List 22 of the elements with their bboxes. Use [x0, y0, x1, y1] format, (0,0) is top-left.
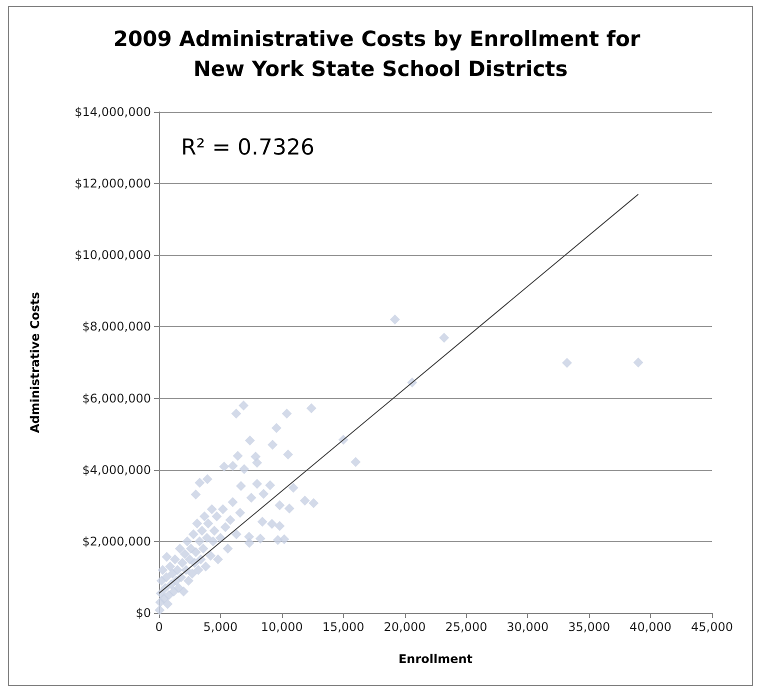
y-tick-label: $10,000,000	[74, 248, 151, 262]
x-tick-label: 10,000	[260, 620, 303, 634]
x-tick-label: 5,000	[203, 620, 238, 634]
x-tick-label: 15,000	[322, 620, 364, 634]
y-tick-label: $2,000,000	[82, 534, 151, 548]
y-tick-label: $8,000,000	[82, 320, 151, 334]
y-tick-label: $6,000,000	[82, 391, 151, 406]
x-tick-label: 0	[155, 620, 163, 634]
x-tick-label: 35,000	[568, 620, 610, 634]
annotation: R² = 0.7326	[181, 136, 315, 160]
x-axis-title: Enrollment	[398, 652, 473, 666]
x-tick-label: 20,000	[384, 620, 426, 634]
y-axis-title: Administrative Costs	[28, 292, 42, 434]
x-tick-label: 30,000	[506, 620, 549, 634]
y-tick-label: $12,000,000	[74, 176, 151, 191]
x-tick-label: 40,000	[630, 620, 672, 634]
chart-title: 2009 Administrative Costs by Enrollment for New York State School Districts	[113, 27, 648, 81]
y-tick-label: $4,000,000	[82, 462, 151, 477]
x-tick-label: 25,000	[445, 620, 488, 634]
x-tick-label: 45,000	[691, 620, 733, 634]
y-tick-label: $0	[136, 606, 151, 620]
y-tick-label: $14,000,000	[74, 105, 151, 119]
